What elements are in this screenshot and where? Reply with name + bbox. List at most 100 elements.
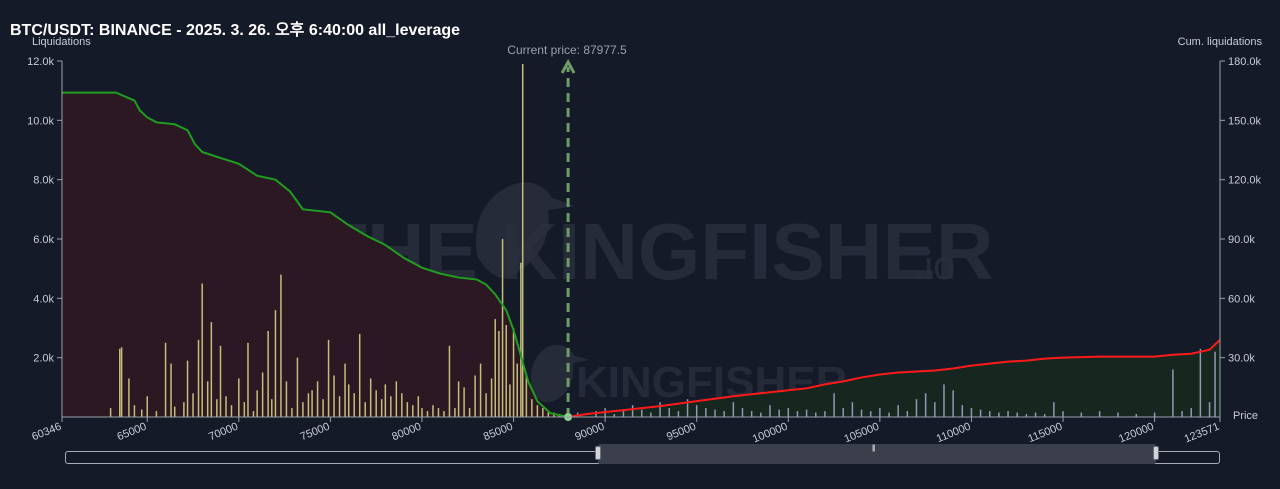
x-tick-label: 70000 [207, 421, 240, 444]
short-liquidation-bar [860, 409, 863, 417]
y2-tick-label: 150.0k [1228, 115, 1262, 127]
long-liquidation-bar [479, 363, 482, 417]
short-liquidation-bar [1080, 412, 1083, 417]
long-liquidation-bar [291, 408, 293, 417]
range-scroller-window[interactable]: ||| [595, 444, 1159, 464]
short-liquidation-bar [1034, 412, 1037, 417]
long-liquidation-bar [225, 396, 227, 417]
short-liquidation-bar [1025, 414, 1028, 417]
short-liquidation-bar [641, 409, 643, 417]
x-tick-label: 60346 [30, 421, 63, 444]
short-liquidation-bar [1199, 348, 1202, 417]
long-liquidation-bar [327, 339, 330, 417]
range-scroller[interactable]: ||| [65, 444, 1220, 464]
x-tick-label: 95000 [665, 421, 698, 444]
long-liquidation-bar [494, 319, 496, 417]
short-liquidation-bar [979, 409, 982, 417]
long-liquidation-bar [344, 363, 346, 417]
range-handle-right[interactable] [1153, 446, 1159, 460]
short-liquidation-bar [897, 405, 899, 417]
short-liquidation-bar [760, 412, 762, 417]
short-liquidation-bar [1016, 412, 1018, 417]
y-axis-title: Liquidations [32, 36, 91, 48]
long-liquidation-bar [140, 409, 143, 417]
short-liquidation-bar [924, 393, 927, 417]
long-liquidation-bar [457, 381, 460, 417]
short-liquidation-bar [1043, 414, 1046, 417]
x-tick-label: 115000 [1026, 421, 1064, 446]
short-liquidation-bar [1181, 411, 1183, 417]
short-liquidation-bar [815, 412, 817, 417]
long-liquidation-bar [333, 375, 335, 417]
range-handle-left[interactable] [595, 446, 601, 460]
y2-tick-label: 60.0k [1228, 293, 1255, 305]
long-liquidation-bar [490, 378, 493, 417]
long-liquidation-bar [216, 399, 218, 417]
long-liquidation-bar [531, 399, 533, 417]
long-liquidation-bar [380, 399, 383, 417]
long-liquidation-bar [247, 342, 249, 417]
short-liquidation-bar [1208, 402, 1211, 417]
long-liquidation-bar [230, 405, 233, 417]
long-liquidation-bar [146, 396, 148, 417]
short-liquidation-bar [851, 402, 854, 417]
short-liquidation-bar [1062, 411, 1064, 417]
long-liquidation-bar [271, 399, 273, 417]
long-liquidation-bar [454, 408, 456, 417]
short-liquidation-bar [1172, 369, 1174, 417]
short-liquidation-bar [1053, 402, 1055, 417]
current-price-arrow-icon [560, 58, 576, 74]
y2-axis-title: Cum. liquidations [1178, 36, 1263, 48]
long-liquidation-bar [316, 381, 319, 417]
long-liquidation-bar [395, 381, 398, 417]
long-liquidation-bar [353, 393, 355, 417]
x-tick-label: 123571 [1183, 421, 1222, 446]
x-tick-label: 80000 [390, 421, 423, 444]
short-liquidation-bar [1007, 411, 1009, 417]
long-liquidation-bar [375, 390, 377, 417]
long-liquidation-bar [358, 333, 361, 417]
short-liquidation-bar [787, 408, 790, 417]
long-liquidation-bar [285, 381, 288, 417]
long-liquidation-bar [505, 325, 507, 417]
x-axis-title: Price [1233, 410, 1258, 422]
y2-tick-label: 30.0k [1228, 353, 1255, 365]
long-liquidation-bar [173, 406, 176, 417]
long-liquidation-bar [197, 339, 200, 417]
long-liquidation-bar [468, 408, 471, 417]
y-tick-label: 10.0k [27, 115, 54, 127]
short-liquidation-bar [659, 402, 661, 417]
long-liquidation-bar [302, 402, 304, 417]
x-tick-label: 65000 [116, 421, 149, 444]
short-liquidation-bar [842, 408, 844, 417]
short-liquidation-bar [1153, 412, 1156, 417]
current-price-label: Current price: 87977.5 [507, 43, 627, 57]
long-liquidation-bar [421, 408, 423, 417]
long-liquidation-bar [463, 387, 465, 417]
long-liquidation-bar [547, 411, 550, 417]
long-liquidation-bar [509, 384, 511, 417]
y-tick-label: 6.0k [33, 234, 54, 246]
short-liquidation-bar [668, 408, 670, 417]
short-liquidation-bar [989, 411, 991, 417]
short-liquidation-bar [796, 411, 799, 417]
long-liquidation-bar [338, 396, 341, 417]
grip-icon: ||| [872, 445, 876, 452]
liquidation-chart: THE KINGFISHER .io KINGFISHER 2.0k4.0k6.… [27, 36, 1263, 446]
short-liquidation-bar [961, 405, 964, 417]
x-tick-label: 85000 [482, 421, 515, 444]
long-liquidation-bar [296, 357, 299, 417]
long-liquidation-bar [512, 328, 515, 417]
long-liquidation-bar [322, 399, 324, 417]
short-liquidation-bar [888, 412, 890, 417]
long-liquidation-bar [525, 375, 528, 417]
long-liquidation-bar [238, 378, 240, 417]
chart-title: BTC/USDT: BINANCE - 2025. 3. 26. 오후 6:40… [10, 22, 461, 39]
long-liquidation-bar [412, 405, 414, 417]
short-liquidation-bar [741, 408, 744, 417]
long-liquidation-bar [186, 360, 189, 417]
short-liquidation-bar [1214, 351, 1216, 417]
short-liquidation-bar [705, 408, 707, 417]
long-liquidation-bar [183, 402, 185, 417]
short-liquidation-bar [723, 411, 725, 417]
